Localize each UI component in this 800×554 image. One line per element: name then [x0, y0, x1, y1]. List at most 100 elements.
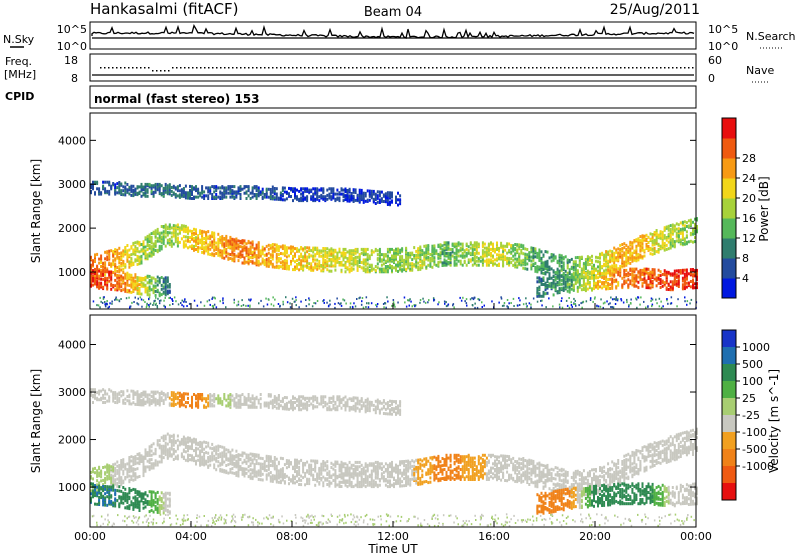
heatmap-cell — [112, 467, 115, 471]
heatmap-cell — [641, 272, 644, 276]
heatmap-cell — [229, 189, 232, 193]
heatmap-cell — [643, 300, 645, 303]
heatmap-cell — [545, 306, 547, 309]
heatmap-cell — [401, 255, 404, 259]
freq-point — [496, 67, 498, 69]
heatmap-cell — [136, 185, 139, 189]
heatmap-cell — [558, 261, 561, 265]
heatmap-cell — [477, 242, 480, 246]
freq-point — [368, 67, 370, 69]
heatmap-cell — [181, 304, 183, 307]
heatmap-cell — [259, 190, 262, 194]
cpid-panel — [89, 85, 697, 109]
heatmap-cell — [384, 192, 387, 196]
y-tick-label: 4000 — [58, 134, 86, 147]
heatmap-cell — [671, 272, 674, 276]
heatmap-cell — [685, 268, 688, 272]
heatmap-cell — [621, 276, 624, 280]
heatmap-cell — [271, 194, 274, 198]
heatmap-cell — [128, 289, 131, 293]
heatmap-cell — [354, 247, 357, 251]
heatmap-cell — [617, 273, 620, 277]
heatmap-cell — [659, 282, 662, 285]
heatmap-cell — [166, 432, 169, 436]
heatmap-cell — [227, 256, 230, 260]
heatmap-cell — [332, 248, 335, 252]
heatmap-cell — [501, 304, 504, 307]
heatmap-cell — [643, 254, 646, 258]
heatmap-cell — [130, 187, 133, 191]
heatmap-cell — [596, 304, 598, 307]
freq-point — [532, 67, 534, 69]
heatmap-cell — [112, 463, 115, 467]
heatmap-cell — [597, 256, 599, 260]
heatmap-cell — [559, 306, 561, 309]
heatmap-cell — [455, 258, 458, 262]
heatmap-cell — [431, 244, 434, 248]
heatmap-cell — [146, 465, 149, 469]
heatmap-cell — [663, 236, 666, 240]
heatmap-cell — [477, 251, 480, 255]
heatmap-cell — [261, 195, 264, 199]
heatmap-cell — [502, 252, 505, 256]
heatmap-cell — [522, 266, 525, 270]
heatmap-cell — [106, 250, 109, 254]
heatmap-cell — [94, 471, 96, 475]
heatmap-cell — [164, 182, 167, 186]
heatmap-cell — [104, 187, 107, 191]
heatmap-cell — [558, 303, 561, 306]
heatmap-cell — [534, 265, 537, 269]
heatmap-cell — [641, 268, 644, 272]
heatmap-cell — [191, 237, 193, 241]
heatmap-cell — [536, 251, 539, 255]
heatmap-cell — [677, 298, 679, 301]
heatmap-cell — [659, 286, 662, 289]
heatmap-cell — [217, 195, 220, 199]
heatmap-cell — [677, 274, 680, 278]
heatmap-cell — [586, 275, 589, 279]
heatmap-cell — [102, 478, 105, 482]
freq-point — [292, 67, 294, 69]
heatmap-cell — [639, 239, 642, 243]
heatmap-cell — [197, 454, 200, 458]
heatmap-cell — [140, 243, 143, 246]
heatmap-cell — [126, 283, 129, 287]
heatmap-cell — [615, 298, 617, 300]
heatmap-cell — [283, 252, 286, 256]
heatmap-cell — [570, 273, 573, 277]
freq-point — [592, 67, 594, 69]
heatmap-cell — [189, 453, 191, 457]
heatmap-cell — [241, 187, 244, 191]
heatmap-cell — [322, 300, 324, 303]
heatmap-cell — [548, 272, 551, 276]
heatmap-cell — [641, 278, 644, 282]
heatmap-cell — [506, 256, 509, 260]
heatmap-cell — [605, 263, 608, 267]
heatmap-cell — [490, 241, 492, 245]
heatmap-cell — [653, 246, 656, 250]
heatmap-cell — [546, 262, 549, 266]
heatmap-cell — [340, 304, 343, 307]
heatmap-cell — [205, 230, 208, 234]
colorbar-swatch — [722, 278, 736, 299]
heatmap-cell — [241, 245, 244, 249]
heatmap-cell — [164, 244, 167, 248]
heatmap-cell — [251, 245, 254, 249]
heatmap-cell — [667, 270, 670, 274]
heatmap-cell — [213, 244, 216, 248]
heatmap-cell — [483, 304, 485, 307]
heatmap-cell — [195, 228, 197, 232]
heatmap-cell — [623, 264, 626, 268]
heatmap-cell — [182, 235, 185, 239]
heatmap-cell — [128, 283, 131, 287]
heatmap-cell — [578, 280, 581, 284]
freq-point — [108, 67, 110, 69]
heatmap-cell — [110, 249, 113, 253]
heatmap-cell — [237, 303, 240, 306]
heatmap-cell — [241, 248, 244, 252]
heatmap-cell — [330, 263, 333, 267]
heatmap-cell — [494, 247, 496, 251]
heatmap-cell — [496, 253, 498, 257]
heatmap-cell — [599, 280, 601, 283]
heatmap-cell — [574, 303, 577, 306]
